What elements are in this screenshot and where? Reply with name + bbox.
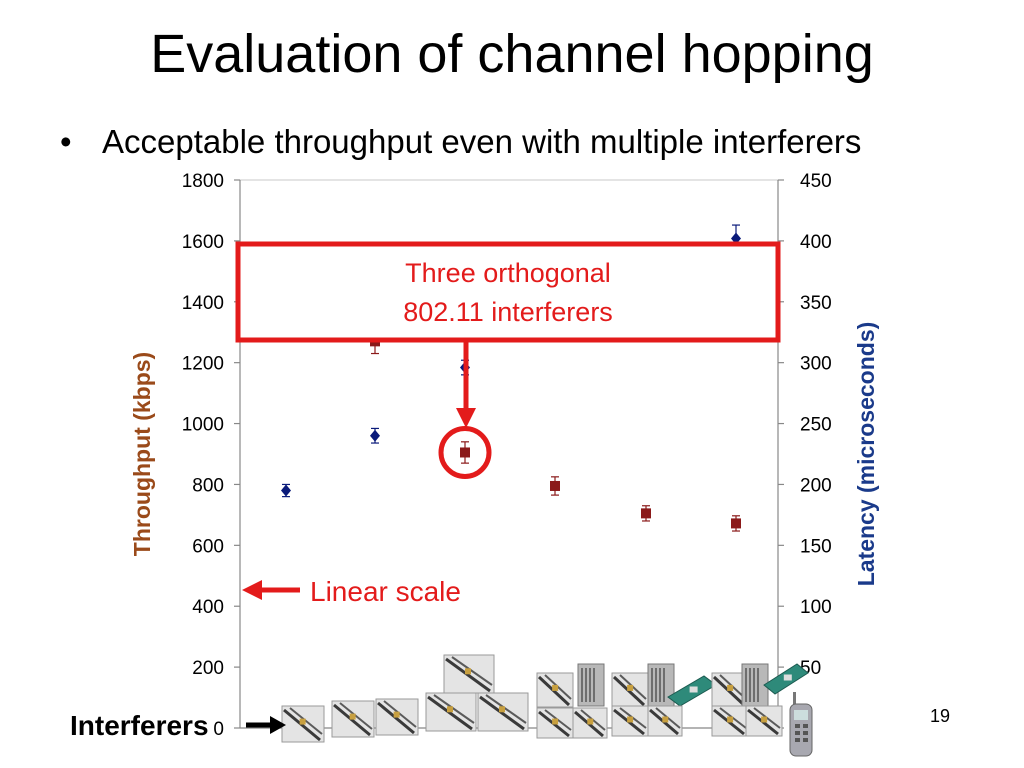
antenna-card-image xyxy=(443,654,495,694)
latency-point xyxy=(370,429,380,442)
right-axis-label: Latency (microseconds) xyxy=(853,322,879,587)
antenna-card-image xyxy=(375,698,419,736)
router-image xyxy=(577,663,605,707)
linear-scale-label: Linear scale xyxy=(310,576,461,607)
left-tick-label: 1600 xyxy=(182,232,224,253)
annotation-box-line1: Three orthogonal xyxy=(405,258,611,288)
chart-axes: 1800 1600 1400 1200 1000 800 600 400 200 0 450 400 3… xyxy=(129,171,879,740)
right-tick-label: 450 xyxy=(800,171,832,192)
antenna-card-image xyxy=(477,692,529,732)
throughput-point xyxy=(641,508,651,519)
latency-point xyxy=(281,484,291,497)
antenna-card-image xyxy=(425,692,477,732)
interferers-arrow xyxy=(246,716,286,734)
interferers-label: Interferers xyxy=(70,710,209,741)
left-tick-label: 400 xyxy=(192,597,224,618)
antenna-card-image xyxy=(572,707,608,739)
left-tick-label: 200 xyxy=(192,658,224,679)
network-card-image xyxy=(763,663,809,695)
right-tick-label: 100 xyxy=(800,597,832,618)
left-tick-label: 1800 xyxy=(182,171,224,192)
highlight-annotation xyxy=(438,340,492,479)
left-axis-label: Throughput (kbps) xyxy=(129,352,155,556)
interferer-images xyxy=(281,654,813,757)
highlight-arrow-head xyxy=(456,408,476,428)
throughput-point xyxy=(550,480,560,491)
antenna-card-image xyxy=(331,700,375,738)
highlight-circle xyxy=(438,425,492,479)
linear-scale-annotation: Linear scale xyxy=(242,576,461,607)
left-tick-label: 800 xyxy=(192,475,224,496)
left-tick-label: 1400 xyxy=(182,293,224,314)
right-tick-label: 350 xyxy=(800,293,832,314)
throughput-point xyxy=(731,518,741,529)
highlighted-throughput-point xyxy=(460,447,470,458)
right-tick-label: 200 xyxy=(800,475,832,496)
left-tick-label: 1000 xyxy=(182,415,224,436)
right-tick-label: 250 xyxy=(800,415,832,436)
left-tick-label: 0 xyxy=(213,719,224,740)
antenna-card-image xyxy=(536,672,574,708)
right-tick-label: 300 xyxy=(800,354,832,375)
bullet-dot: • xyxy=(60,123,72,160)
annotation-box-line2: 802.11 interferers xyxy=(403,297,613,327)
linear-scale-arrow-head xyxy=(242,580,262,600)
bullet-point: • Acceptable throughput even with multipl… xyxy=(60,120,861,164)
network-card-image xyxy=(667,675,717,707)
antenna-card-image xyxy=(647,705,683,737)
slide-number: 19 xyxy=(930,706,951,726)
bullet-text: Acceptable throughput even with multiple… xyxy=(102,123,862,160)
annotation-box: Three orthogonal 802.11 interferers xyxy=(235,241,781,343)
right-tick-label: 400 xyxy=(800,232,832,253)
right-tick-label: 150 xyxy=(800,536,832,557)
antenna-card-image xyxy=(536,707,574,739)
left-tick-label: 1200 xyxy=(182,354,224,375)
antenna-card-image xyxy=(611,705,649,737)
latency-point xyxy=(731,232,741,245)
left-tick-label: 600 xyxy=(192,536,224,557)
antenna-card-image xyxy=(745,705,783,737)
antenna-card-image xyxy=(611,672,649,708)
cordless-phone-image xyxy=(789,692,813,757)
antenna-card-image xyxy=(281,705,325,743)
slide-title: Evaluation of channel hopping xyxy=(150,24,874,84)
antenna-card-image xyxy=(711,705,749,737)
router-image xyxy=(647,663,675,707)
